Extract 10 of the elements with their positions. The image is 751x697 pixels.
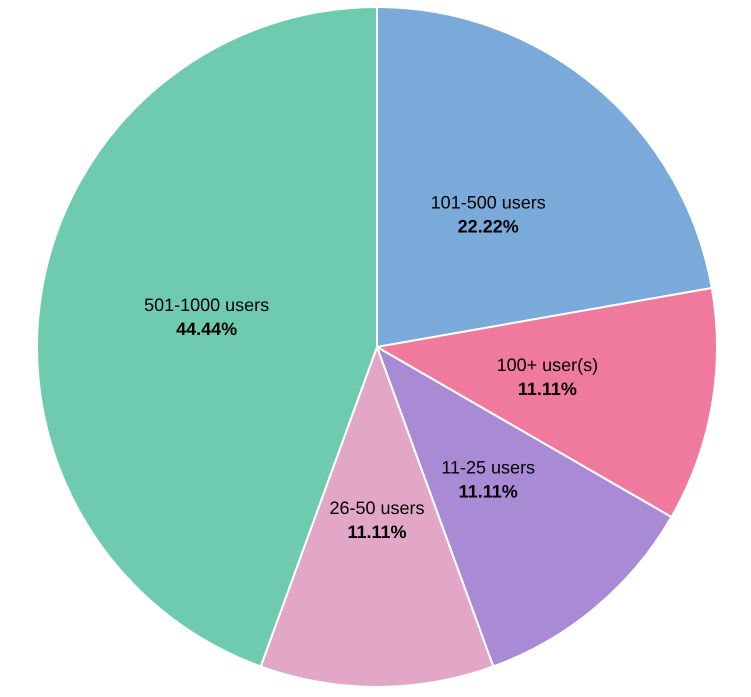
slice-label: 100+ user(s): [496, 355, 598, 376]
slice-label: 501-1000 users: [144, 294, 270, 315]
data-label: 11.11%: [458, 482, 518, 502]
data-label: 44.44%: [176, 318, 238, 339]
slice-label: 26-50 users: [329, 498, 425, 518]
data-label: 11.11%: [518, 379, 577, 400]
data-label: 22.22%: [458, 216, 519, 236]
slice-label: 11-25 users: [441, 458, 536, 478]
data-label: 11.11%: [347, 522, 407, 542]
slice-label: 101-500 users: [430, 192, 546, 212]
